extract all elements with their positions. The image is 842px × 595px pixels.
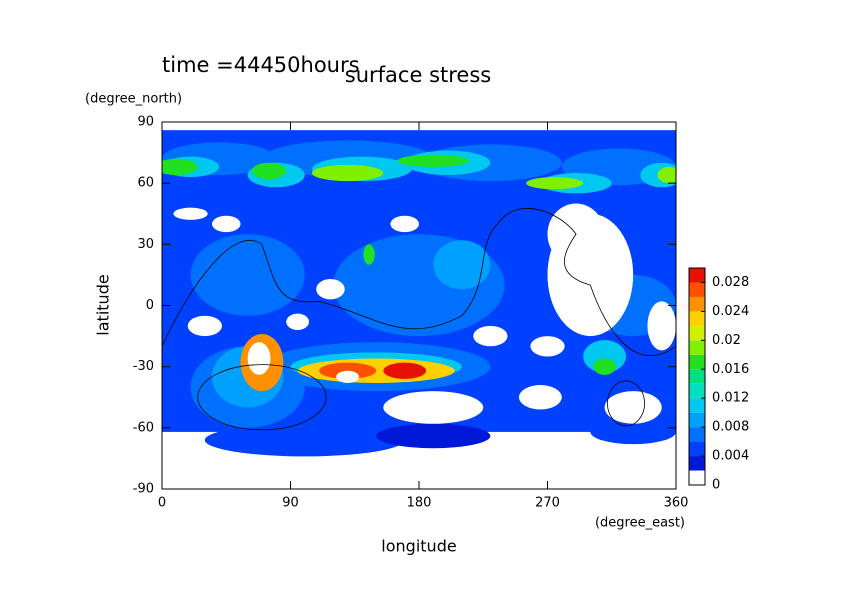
colorbar-tick-label: 0.028 — [712, 275, 749, 290]
coastline — [607, 380, 645, 427]
colorbar-swatch — [689, 398, 705, 413]
contour-fill — [397, 154, 469, 167]
x-axis-label: longitude — [381, 537, 456, 556]
colorbar-tick-label: 0.008 — [712, 420, 749, 435]
contour-fill — [162, 158, 198, 176]
x-tick-label: 90 — [282, 496, 299, 511]
y-tick-label: -60 — [133, 420, 154, 435]
y-tick-label: -90 — [133, 482, 154, 497]
contour-field — [162, 130, 676, 457]
x-tick-label: 0 — [158, 496, 166, 511]
colorbar-swatch — [689, 340, 705, 355]
contour-fill — [336, 370, 360, 383]
contour-fill — [390, 215, 419, 233]
contour-fill — [647, 301, 676, 351]
contour-fill — [316, 278, 345, 300]
colorbar-swatch — [689, 427, 705, 442]
colorbar-tick-label: 0.012 — [712, 391, 749, 406]
contour-fill — [590, 419, 676, 445]
contour-fill — [383, 391, 484, 424]
colorbar-swatch — [689, 369, 705, 384]
contour-fill — [433, 240, 491, 290]
colorbar-swatch — [689, 296, 705, 312]
colorbar-swatch — [689, 412, 705, 428]
x-unit: (degree_east) — [595, 516, 685, 531]
contour-fill — [173, 207, 208, 220]
colorbar-swatch — [689, 383, 705, 399]
contour-fill — [319, 362, 377, 379]
colorbar-tick-label: 0.004 — [712, 449, 749, 464]
contour-fill — [311, 164, 384, 182]
colorbar-swatch — [689, 325, 705, 341]
contour-fill — [473, 325, 508, 347]
coastline — [197, 364, 327, 431]
contour-fill — [251, 162, 287, 180]
y-tick-label: 30 — [137, 237, 154, 252]
contour-fill — [247, 342, 271, 375]
colorbar-frame — [688, 267, 706, 486]
y-tick-label: 0 — [146, 298, 154, 313]
colorbar-tick-label: 0.024 — [712, 304, 749, 319]
colorbar-swatch — [689, 441, 705, 457]
colorbar-swatch — [689, 282, 705, 297]
contour-fill — [604, 391, 662, 424]
colorbar-tick-label: 0.016 — [712, 362, 749, 377]
x-tick-label: 270 — [535, 496, 560, 511]
y-tick-label: 90 — [137, 115, 154, 130]
colorbar-swatch — [689, 470, 705, 485]
contour-fill — [657, 166, 676, 184]
contour-fill — [363, 244, 375, 265]
contour-fill — [593, 358, 617, 375]
colorbar-tick-label: 0 — [712, 478, 720, 493]
contour-fill — [204, 423, 405, 457]
y-unit: (degree_north) — [85, 92, 182, 107]
y-tick-label: -30 — [133, 359, 154, 374]
coastline — [162, 207, 676, 356]
colorbar-swatch — [689, 456, 705, 471]
contour-fill — [376, 423, 491, 449]
contour-fill — [187, 315, 222, 337]
contour-fill — [383, 362, 427, 379]
x-tick-label: 180 — [407, 496, 432, 511]
contour-fill — [518, 385, 562, 410]
contour-fill — [286, 313, 310, 330]
colorbar-swatch — [689, 311, 705, 326]
contour-fill — [190, 234, 305, 316]
chart-subtitle: time =44450hours — [162, 53, 360, 77]
chart-title: surface stress — [345, 63, 491, 87]
contour-fill — [530, 336, 565, 357]
colorbar-swatch — [689, 354, 705, 370]
y-tick-label: 60 — [137, 176, 154, 191]
contour-fill — [211, 215, 241, 233]
y-axis-label: latitude — [94, 274, 113, 335]
contour-fill — [526, 177, 584, 190]
x-tick-label: 360 — [664, 496, 689, 511]
colorbar-tick-label: 0.02 — [712, 333, 741, 348]
colorbar-swatch — [689, 268, 705, 283]
